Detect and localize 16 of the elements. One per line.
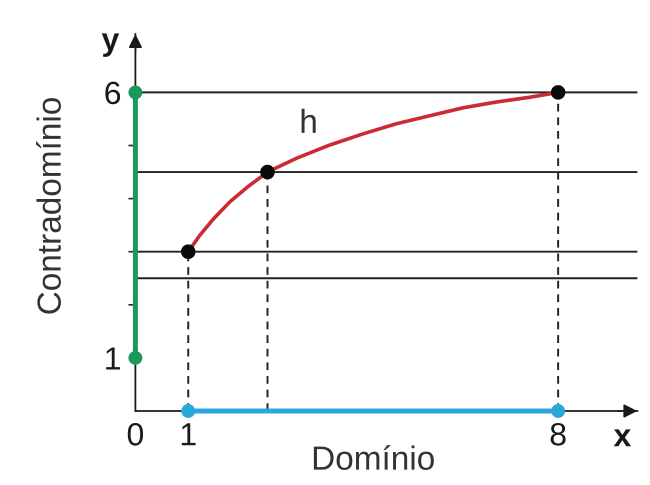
x-tick-label: 1 bbox=[182, 423, 196, 446]
y-axis-title: y bbox=[102, 33, 120, 57]
series-label: h bbox=[302, 108, 316, 133]
x-axis-title: x bbox=[614, 429, 632, 446]
series-label: Domínio bbox=[314, 445, 434, 470]
point bbox=[260, 164, 275, 180]
point bbox=[128, 85, 142, 100]
point bbox=[180, 244, 196, 259]
y-tick-label: 6 bbox=[105, 82, 120, 104]
text: Contradomínio bbox=[36, 98, 61, 314]
point bbox=[128, 350, 142, 365]
x-tick-label: 0 bbox=[128, 422, 144, 446]
point bbox=[181, 404, 196, 418]
x-tick-label: 8 bbox=[550, 422, 566, 446]
point bbox=[551, 404, 566, 418]
point bbox=[550, 85, 566, 100]
